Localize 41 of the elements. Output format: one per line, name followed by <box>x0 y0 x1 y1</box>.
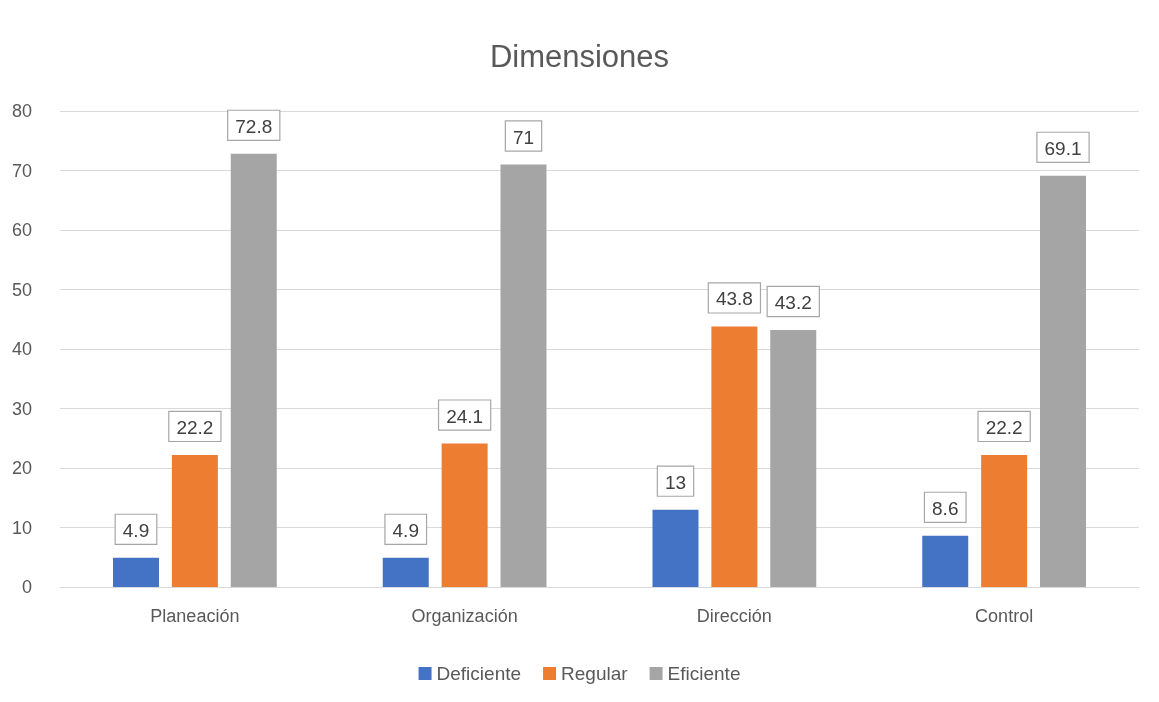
bar <box>230 153 277 587</box>
y-tick-label: 30 <box>11 398 32 419</box>
bar <box>652 509 699 587</box>
bar <box>382 557 429 587</box>
bar <box>500 164 547 587</box>
y-tick-label: 10 <box>11 517 32 538</box>
x-tick-label: Planeación <box>150 606 240 626</box>
data-label: 72.8 <box>235 115 273 137</box>
y-tick-label: 50 <box>11 279 32 300</box>
x-tick-label: Control <box>975 606 1034 626</box>
bar <box>1040 175 1087 587</box>
data-label: 4.9 <box>392 519 419 541</box>
data-label: 43.8 <box>715 288 753 310</box>
data-label: 4.9 <box>122 519 150 541</box>
y-tick-label: 70 <box>11 160 32 181</box>
y-tick-label: 80 <box>11 101 32 121</box>
data-label: 71 <box>512 126 535 148</box>
x-tick-label: Dirección <box>696 606 772 626</box>
bar <box>770 329 817 587</box>
y-tick-label: 20 <box>11 458 32 478</box>
data-label: 22.2 <box>176 416 214 438</box>
data-label: 13 <box>664 471 687 493</box>
data-label: 8.6 <box>932 497 959 519</box>
y-tick-label: 40 <box>11 339 32 359</box>
data-label: 24.1 <box>446 405 484 427</box>
x-tick-label: Organización <box>411 606 518 626</box>
bar <box>922 535 969 587</box>
data-label: 69.1 <box>1044 137 1082 159</box>
bar <box>981 454 1028 587</box>
chart-title: Dimensiones <box>489 39 670 74</box>
bar <box>711 326 758 587</box>
data-label: 22.2 <box>985 416 1023 438</box>
legend-label: Regular <box>561 663 629 684</box>
bar <box>113 557 159 587</box>
legend-label: Eficiente <box>667 663 741 684</box>
bar <box>441 443 488 587</box>
y-tick-label: 60 <box>11 220 32 240</box>
bar <box>171 454 218 587</box>
data-label: 43.2 <box>774 291 812 313</box>
legend-label: Deficiente <box>436 663 522 684</box>
y-tick-label: 0 <box>21 577 32 597</box>
